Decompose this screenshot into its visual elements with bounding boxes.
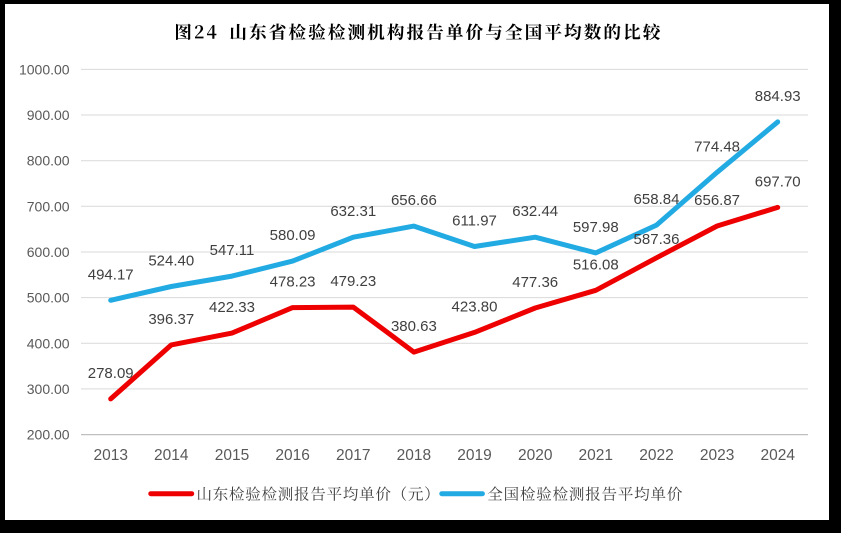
svg-text:278.09: 278.09 [88, 365, 134, 382]
svg-text:597.98: 597.98 [573, 219, 619, 236]
svg-text:477.36: 477.36 [512, 274, 558, 291]
svg-text:697.70: 697.70 [755, 173, 801, 190]
svg-text:2020: 2020 [518, 447, 553, 464]
svg-text:800.00: 800.00 [27, 153, 70, 169]
svg-text:632.31: 632.31 [330, 203, 376, 220]
svg-text:2019: 2019 [457, 447, 491, 464]
svg-text:494.17: 494.17 [88, 266, 134, 283]
svg-text:611.97: 611.97 [452, 213, 497, 230]
svg-text:2023: 2023 [700, 447, 734, 464]
svg-text:423.80: 423.80 [452, 298, 498, 315]
svg-text:2021: 2021 [579, 447, 613, 464]
svg-text:200.00: 200.00 [27, 427, 70, 443]
svg-text:774.48: 774.48 [694, 138, 740, 155]
svg-text:2022: 2022 [639, 447, 673, 464]
svg-text:700.00: 700.00 [27, 198, 70, 214]
svg-text:500.00: 500.00 [27, 290, 70, 306]
svg-text:2013: 2013 [93, 447, 127, 464]
svg-text:2015: 2015 [215, 447, 249, 464]
svg-text:900.00: 900.00 [27, 107, 70, 123]
svg-text:884.93: 884.93 [755, 88, 801, 105]
svg-text:396.37: 396.37 [148, 311, 194, 328]
svg-text:516.08: 516.08 [573, 256, 619, 273]
svg-text:300.00: 300.00 [27, 381, 70, 397]
svg-text:1000.00: 1000.00 [19, 61, 70, 77]
svg-text:600.00: 600.00 [27, 244, 70, 260]
svg-text:580.09: 580.09 [270, 227, 316, 244]
svg-text:2024: 2024 [760, 447, 795, 464]
svg-text:422.33: 422.33 [209, 299, 255, 316]
svg-text:380.63: 380.63 [391, 318, 437, 335]
svg-text:524.40: 524.40 [148, 253, 194, 270]
svg-text:2014: 2014 [154, 447, 189, 464]
svg-text:658.84: 658.84 [634, 191, 680, 208]
svg-text:632.44: 632.44 [512, 203, 558, 220]
svg-text:2017: 2017 [336, 447, 370, 464]
svg-text:478.23: 478.23 [270, 274, 316, 291]
svg-text:587.36: 587.36 [634, 231, 680, 248]
svg-text:400.00: 400.00 [27, 335, 70, 351]
svg-text:547.11: 547.11 [210, 242, 255, 259]
svg-text:2016: 2016 [275, 447, 309, 464]
svg-text:656.87: 656.87 [694, 192, 740, 209]
svg-text:656.66: 656.66 [391, 192, 437, 209]
svg-text:479.23: 479.23 [330, 273, 376, 290]
svg-text:2018: 2018 [397, 447, 431, 464]
